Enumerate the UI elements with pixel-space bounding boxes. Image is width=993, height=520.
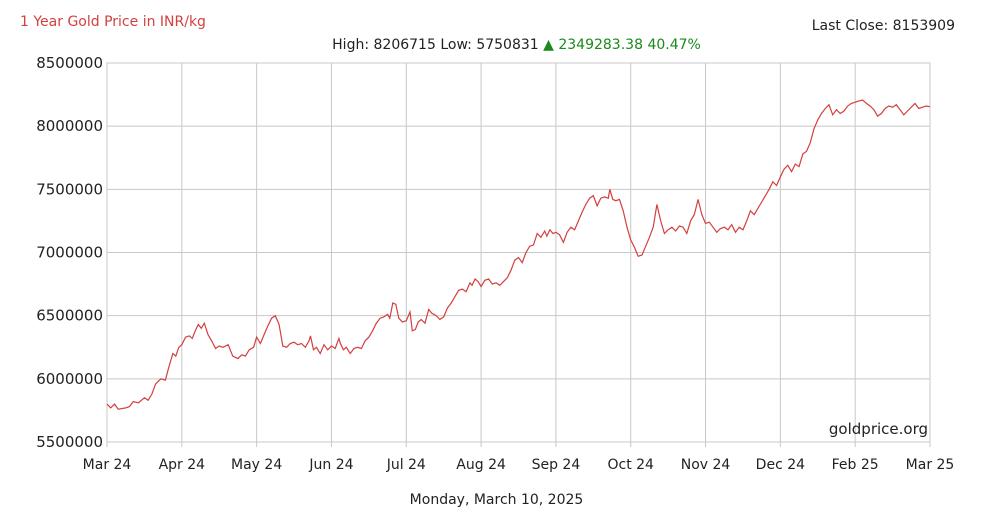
x-tick-label: Nov 24: [681, 457, 731, 473]
y-tick-label: 6500000: [36, 307, 103, 325]
y-tick-label: 8500000: [36, 54, 103, 72]
x-tick-label: Feb 25: [832, 457, 879, 473]
x-tick-label: Dec 24: [756, 457, 805, 473]
gold-price-chart: 8500000 8000000 7500000 7000000 6500000 60000…: [36, 54, 955, 473]
x-tick-label: Apr 24: [159, 457, 206, 473]
plot-border: [106, 62, 931, 443]
change-percent: 40.47%: [647, 37, 701, 53]
y-axis-ticks: 8500000 8000000 7500000 7000000 6500000 60000…: [36, 54, 103, 451]
last-close-label: Last Close:: [811, 18, 889, 34]
price-summary: High: 8206715 Low: 5750831 ▲ 2349283.38 …: [0, 37, 993, 53]
x-tick-label: Jun 24: [308, 457, 353, 473]
x-tick-label: Mar 25: [906, 457, 955, 473]
x-tick-label: May 24: [231, 457, 282, 473]
y-tick-label: 8000000: [36, 117, 103, 135]
x-axis-ticks: Mar 24 Apr 24 May 24 Jun 24 Jul 24 Aug 24 Sep …: [83, 457, 955, 473]
x-tick-label: Jul 24: [386, 457, 426, 473]
low-label: Low:: [440, 37, 472, 53]
chart-title: 1 Year Gold Price in INR/kg: [20, 14, 206, 30]
low-value: 5750831: [476, 37, 539, 53]
last-close: Last Close: 8153909: [812, 18, 955, 34]
x-tick-label: Mar 24: [83, 457, 132, 473]
price-series-line: [106, 99, 931, 410]
high-value: 8206715: [373, 37, 436, 53]
change-up-arrow-icon: ▲: [543, 37, 554, 53]
x-tick-label: Oct 24: [607, 457, 654, 473]
y-tick-label: 5500000: [36, 433, 103, 451]
x-tick-label: Aug 24: [456, 457, 506, 473]
chart-date: Monday, March 10, 2025: [409, 492, 584, 508]
y-tick-label: 7500000: [36, 180, 103, 198]
chart-grid: [106, 62, 931, 447]
watermark: goldprice.org: [829, 420, 928, 438]
y-tick-label: 7000000: [36, 244, 103, 262]
y-tick-label: 6000000: [36, 370, 103, 388]
last-close-value: 8153909: [892, 18, 955, 34]
x-tick-label: Sep 24: [532, 457, 581, 473]
high-label: High:: [332, 37, 370, 53]
change-value: 2349283.38: [558, 37, 643, 53]
